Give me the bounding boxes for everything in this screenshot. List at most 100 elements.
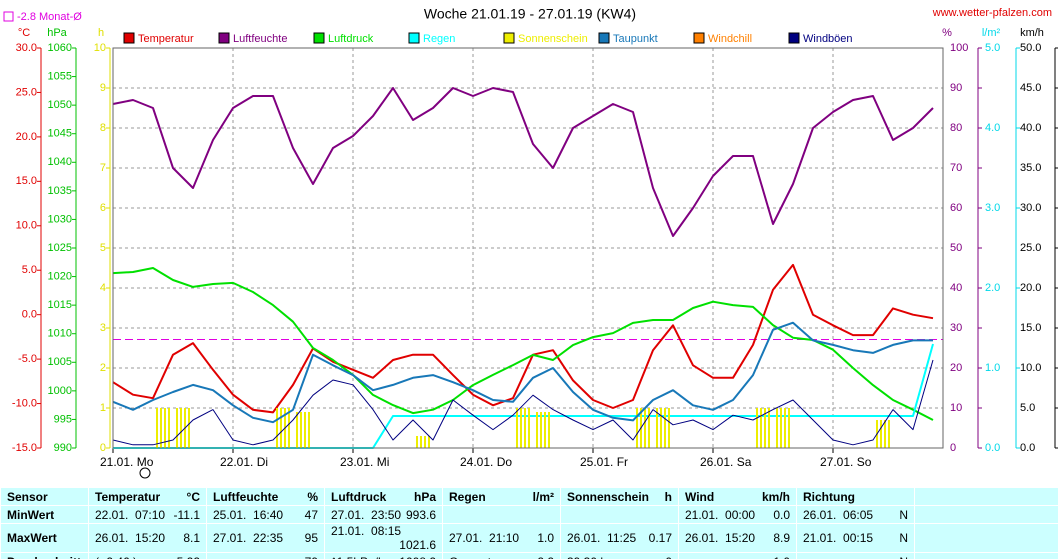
y-tick-label: 5.0 [22, 264, 37, 276]
group-name: Luftfeuchte [213, 489, 279, 504]
series-line [112, 321, 933, 424]
table-cell: 1.0 [678, 552, 797, 559]
axis-unit: km/h [1020, 27, 1044, 39]
cell-value: 0.0 [773, 507, 790, 522]
legend-label: Windchill [708, 33, 752, 45]
x-tick-label: 24.01. Do [460, 455, 512, 469]
legend-swatch [598, 32, 610, 44]
table-cell: Gesamt: 2.2 [442, 552, 561, 559]
cell-value: 1008.2 [399, 555, 436, 559]
cell-time: 25.01. 16:40 [213, 507, 284, 522]
y-tick-label: -15.0 [12, 442, 37, 454]
legend-label: Luftdruck [328, 33, 374, 45]
table-cell: 22.01. 07:10 -11.1 [88, 505, 207, 524]
y-tick-label: 0.0 [985, 442, 1000, 454]
sunshine-bar [415, 436, 431, 448]
legend-swatch [503, 32, 515, 44]
y-tick-label: 5.0 [1020, 402, 1035, 414]
table-cell: 21.01. 08:15 1021.6 [324, 523, 443, 553]
y-tick-label: 30 [950, 322, 962, 334]
group-name: Temperatur [95, 489, 161, 504]
row-label: MinWert [0, 505, 89, 524]
y-tick-label: 0 [100, 442, 106, 454]
y-tick-label: 100 [950, 42, 968, 54]
source: www.wetter-pfalzen.com [932, 7, 1052, 19]
cell-value: 47 [304, 507, 318, 522]
cell-time: 21.01. 00:15 [803, 531, 874, 545]
cell-value: 1021.6 [399, 538, 436, 552]
y-tick-label: 1050 [48, 99, 72, 111]
sunshine-bar [755, 408, 771, 448]
header-cell: Richtung [796, 487, 915, 506]
cell-time: ( -2.46 ) [95, 555, 137, 559]
y-tick-label: 40 [950, 282, 962, 294]
legend-label: Temperatur [138, 33, 194, 45]
cell-value: 2.2 [537, 555, 554, 559]
cell-value: 8.1 [183, 531, 200, 545]
y-tick-label: 1015 [48, 299, 72, 311]
cell-value: N [899, 507, 908, 522]
cell-value: N [899, 555, 908, 559]
y-tick-label: 20.0 [1020, 282, 1041, 294]
y-tick-label: 15.0 [16, 175, 37, 187]
table-cell: ( -2.46 ) -5.22 [88, 552, 207, 559]
cell-value: -11.1 [173, 507, 200, 522]
x-tick-label: 23.01. Mi [340, 455, 389, 469]
table-cell: 21.01. 00:15 N [796, 523, 915, 553]
cell-time: 27.01. 21:10 [449, 531, 520, 545]
y-tick-label: 30.0 [1020, 202, 1041, 214]
plot-frame [112, 47, 944, 449]
header-row: Sensor Temperatur °C Luftfeuchte% Luftdruck h… [0, 487, 1058, 506]
axis-unit: hPa [47, 27, 67, 39]
table-cell: 26.01. 15:20 8.9 [678, 523, 797, 553]
cell-value: 95 [304, 531, 318, 545]
cell-value: 0.17 [648, 531, 672, 545]
y-tick-label: 1020 [48, 270, 72, 282]
sunshine-bar [295, 412, 311, 448]
cell-time: 22.01. 07:10 [95, 507, 166, 522]
y-tick-label: 8 [100, 122, 106, 134]
y-tick-label: 1030 [48, 213, 72, 225]
table-row: MaxWert 26.01. 15:20 8.1 27.01. 22:35 95 21.0… [0, 523, 1058, 553]
legend-swatch [123, 32, 135, 44]
group-name: Luftdruck [331, 489, 387, 504]
cell-value: 0 [665, 555, 672, 559]
table-cell: ^1.5hPa/h 1008.2 [324, 552, 443, 559]
y-tick-label: -10.0 [12, 397, 37, 409]
cell-value: 993.6 [405, 507, 436, 522]
y-tick-label: 40.0 [1020, 122, 1041, 134]
group-unit: hPa [413, 489, 436, 504]
y-tick-label: 90 [950, 82, 962, 94]
spacer-cell [914, 552, 1058, 559]
series-line [112, 87, 934, 237]
cell-time: 39:30 h [567, 555, 607, 559]
cell-time: 26.01. 06:05 [803, 507, 874, 522]
marker-circle [139, 467, 151, 479]
table-cell: 39:30 h 0 [560, 552, 679, 559]
sunshine-bar [655, 408, 671, 448]
y-tick-label: -5.0 [18, 353, 37, 365]
header-cell: Luftfeuchte% [206, 487, 325, 506]
axis-unit: °C [18, 27, 30, 39]
y-tick-label: 0.0 [1020, 442, 1035, 454]
group-unit: km/h [761, 489, 790, 504]
header-cell: Sensor [0, 487, 89, 506]
y-tick-label: 6 [100, 202, 106, 214]
legend-swatch [408, 32, 420, 44]
x-tick-label: 25.01. Fr [580, 455, 628, 469]
legend-swatch [788, 32, 800, 44]
header-cell: Regen l/m² [442, 487, 561, 506]
y-tick-label: 35.0 [1020, 162, 1041, 174]
y-tick-label: 10 [94, 42, 106, 54]
row-label: Durchschnitt [0, 552, 89, 559]
x-tick-label: 27.01. So [820, 455, 872, 469]
y-tick-label: 1060 [48, 42, 72, 54]
cell-time: 27.01. 22:35 [213, 531, 284, 545]
table-cell: N [796, 552, 915, 559]
y-tick-label: 10 [950, 402, 962, 414]
y-tick-label: 50.0 [1020, 42, 1041, 54]
legend-label: Regen [423, 33, 455, 45]
spacer-cell [914, 523, 1058, 553]
avg-label: -2.8 Monat-Ø [17, 11, 82, 23]
y-tick-label: 995 [54, 413, 72, 425]
